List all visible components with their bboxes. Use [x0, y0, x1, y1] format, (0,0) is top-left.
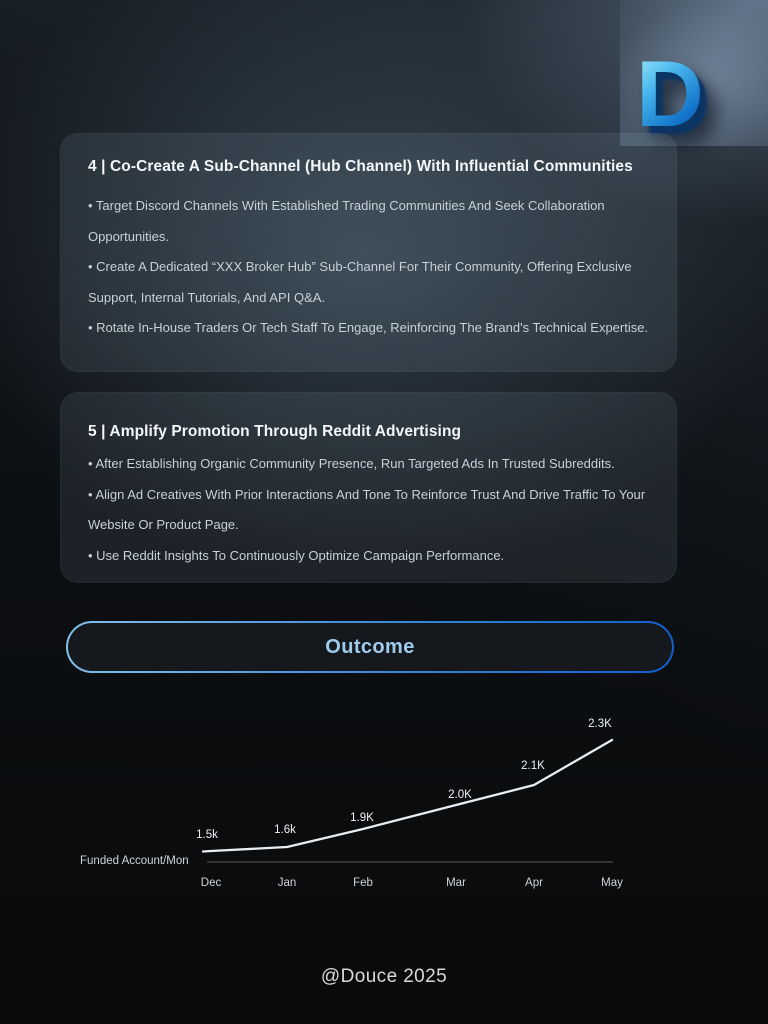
card-4-bullet-2: • Create A Dedicated “XXX Broker Hub” Su…: [88, 259, 632, 305]
card-4-bullet-1: • Target Discord Channels With Establish…: [88, 198, 605, 244]
chart-month-tick: Mar: [446, 877, 466, 889]
chart-month-tick: Feb: [353, 877, 373, 889]
card-5-title: 5 | Amplify Promotion Through Reddit Adv…: [88, 423, 462, 440]
strategy-card-4: 4 | Co-Create A Sub-Channel (Hub Channel…: [60, 133, 677, 372]
logo-background-patch: D D: [620, 0, 768, 152]
footer-credit: @Douce 2025: [320, 966, 448, 987]
funded-accounts-line-chart: Funded Account/Mon 1.5k Dec 1.6k Jan 1.9K Feb 2…: [80, 718, 623, 889]
chart-line-series: [201, 738, 614, 853]
chart-month-tick: Apr: [525, 877, 543, 889]
card-5-bullet-3: • Use Reddit Insights To Continuously Op…: [88, 547, 505, 563]
outcome-button[interactable]: Outcome: [66, 621, 674, 673]
outcome-button-label: Outcome: [325, 635, 415, 658]
brand-d-logo-icon: D D: [636, 41, 726, 152]
card-5-bullet-1: • After Establishing Organic Community P…: [88, 456, 615, 471]
card-5-bullet-2: • Align Ad Creatives With Prior Interact…: [88, 486, 646, 533]
outcome-button-fill: Outcome: [68, 623, 672, 671]
chart-axis-label: Funded Account/Mon: [80, 855, 189, 867]
chart-value-label: 2.0K: [448, 789, 472, 801]
chart-month-tick: Jan: [278, 877, 297, 889]
strategy-card-5: 5 | Amplify Promotion Through Reddit Adv…: [60, 392, 677, 583]
card-4-bullet-3: • Rotate In-House Traders Or Tech Staff …: [88, 320, 649, 335]
logo-front-layer: D: [636, 41, 704, 146]
chart-month-tick: Dec: [201, 877, 222, 889]
chart-value-label: 2.1K: [521, 760, 545, 772]
card-4-title: 4 | Co-Create A Sub-Channel (Hub Channel…: [88, 158, 633, 175]
chart-value-label: 1.9K: [350, 812, 374, 824]
chart-month-tick: May: [601, 877, 623, 889]
chart-value-label: 2.3K: [588, 718, 612, 730]
chart-value-label: 1.5k: [196, 829, 218, 841]
chart-value-label: 1.6k: [274, 824, 296, 836]
logo-shadow-layer: D: [643, 52, 711, 152]
